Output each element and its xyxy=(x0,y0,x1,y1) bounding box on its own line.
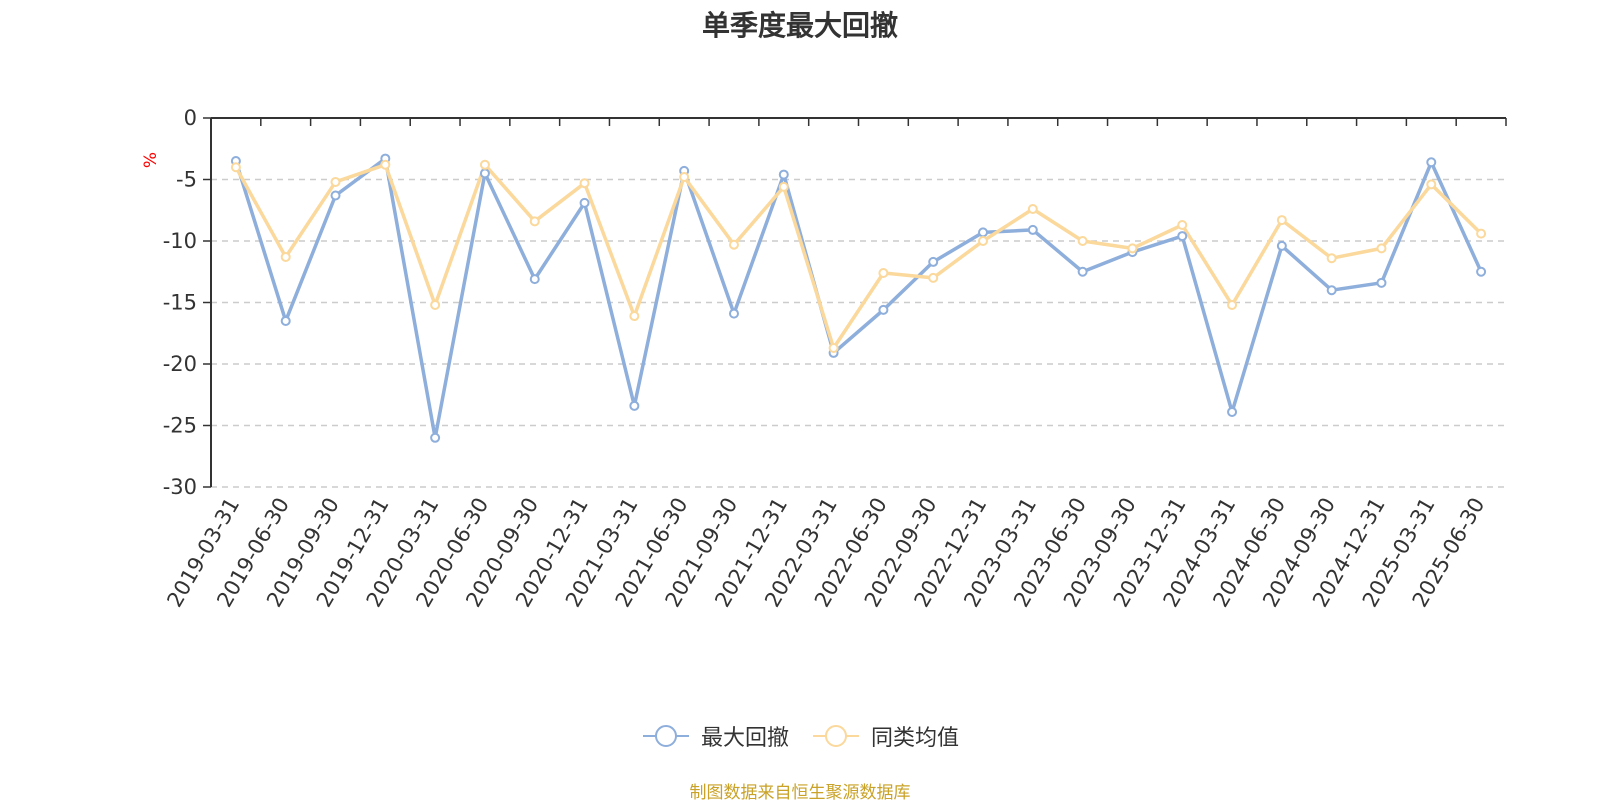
legend-label-peer-average: 同类均值 xyxy=(871,726,960,751)
data-point-0 xyxy=(1326,285,1337,296)
source-note: 制图数据来自恒生聚源数据库 xyxy=(689,783,911,803)
y-axis-label: % xyxy=(141,152,161,168)
data-point-1 xyxy=(1027,204,1038,215)
data-point-0 xyxy=(280,315,291,326)
data-point-0 xyxy=(1476,266,1487,277)
data-point-0 xyxy=(1227,406,1238,417)
data-point-0 xyxy=(479,168,490,179)
data-point-1 xyxy=(529,216,540,227)
data-point-1 xyxy=(928,272,939,283)
data-point-0 xyxy=(629,400,640,411)
data-point-1 xyxy=(1426,179,1437,190)
data-point-0 xyxy=(430,432,441,443)
data-point-1 xyxy=(1326,253,1337,264)
legend-label-max-drawdown: 最大回撤 xyxy=(700,726,789,751)
data-point-1 xyxy=(280,251,291,262)
data-point-1 xyxy=(1376,243,1387,254)
data-point-1 xyxy=(778,181,789,192)
data-point-0 xyxy=(1077,266,1088,277)
data-point-0 xyxy=(330,190,341,201)
legend-item-peer-average[interactable]: 同类均值 xyxy=(811,720,959,752)
data-point-1 xyxy=(978,236,989,246)
data-point-0 xyxy=(529,274,540,285)
y-tick-label: -15 xyxy=(163,291,197,315)
data-point-1 xyxy=(479,159,490,170)
data-point-1 xyxy=(230,162,241,173)
data-point-0 xyxy=(1276,240,1287,251)
data-point-0 xyxy=(778,169,789,180)
data-point-0 xyxy=(878,304,889,315)
data-point-0 xyxy=(978,227,989,238)
data-point-1 xyxy=(430,299,441,310)
data-point-1 xyxy=(728,239,739,250)
axes xyxy=(203,117,1507,488)
data-point-1 xyxy=(380,159,391,170)
data-point-1 xyxy=(679,172,690,183)
legend-swatch-max-drawdown xyxy=(642,725,689,747)
data-point-1 xyxy=(330,176,341,187)
tick-labels: 0-5-10-15-20-25-302019-03-312019-06-3020… xyxy=(162,106,1489,611)
y-tick-label: -10 xyxy=(163,229,197,253)
y-tick-label: -30 xyxy=(163,475,197,499)
data-point-0 xyxy=(1376,277,1387,288)
y-tick-label: -25 xyxy=(163,414,197,438)
data-point-1 xyxy=(629,311,640,322)
legend-item-max-drawdown[interactable]: 最大回撤 xyxy=(641,720,789,752)
series-line-1 xyxy=(234,162,1483,350)
data-point-1 xyxy=(1177,220,1188,231)
legend: 最大回撤 同类均值 xyxy=(0,720,1600,752)
data-point-1 xyxy=(579,178,590,189)
data-point-0 xyxy=(1426,157,1437,168)
legend-swatch-peer-average xyxy=(813,725,859,747)
data-point-1 xyxy=(828,343,839,354)
data-point-0 xyxy=(579,197,590,208)
chart-title: 单季度最大回撤 xyxy=(701,9,898,42)
data-point-0 xyxy=(928,256,939,267)
data-point-1 xyxy=(1077,236,1088,246)
y-tick-label: -5 xyxy=(176,168,197,192)
data-point-0 xyxy=(1027,224,1038,235)
data-point-1 xyxy=(1127,243,1138,254)
data-point-1 xyxy=(1476,228,1487,239)
grid-lines xyxy=(211,178,1506,488)
data-point-1 xyxy=(1227,299,1238,310)
series-lines xyxy=(230,153,1487,443)
series-line-0 xyxy=(234,156,1483,440)
data-point-0 xyxy=(728,308,739,319)
y-tick-label: 0 xyxy=(184,106,197,130)
data-point-0 xyxy=(1177,231,1188,242)
y-tick-label: -20 xyxy=(163,352,197,376)
data-point-1 xyxy=(878,267,889,278)
data-point-1 xyxy=(1276,215,1287,226)
